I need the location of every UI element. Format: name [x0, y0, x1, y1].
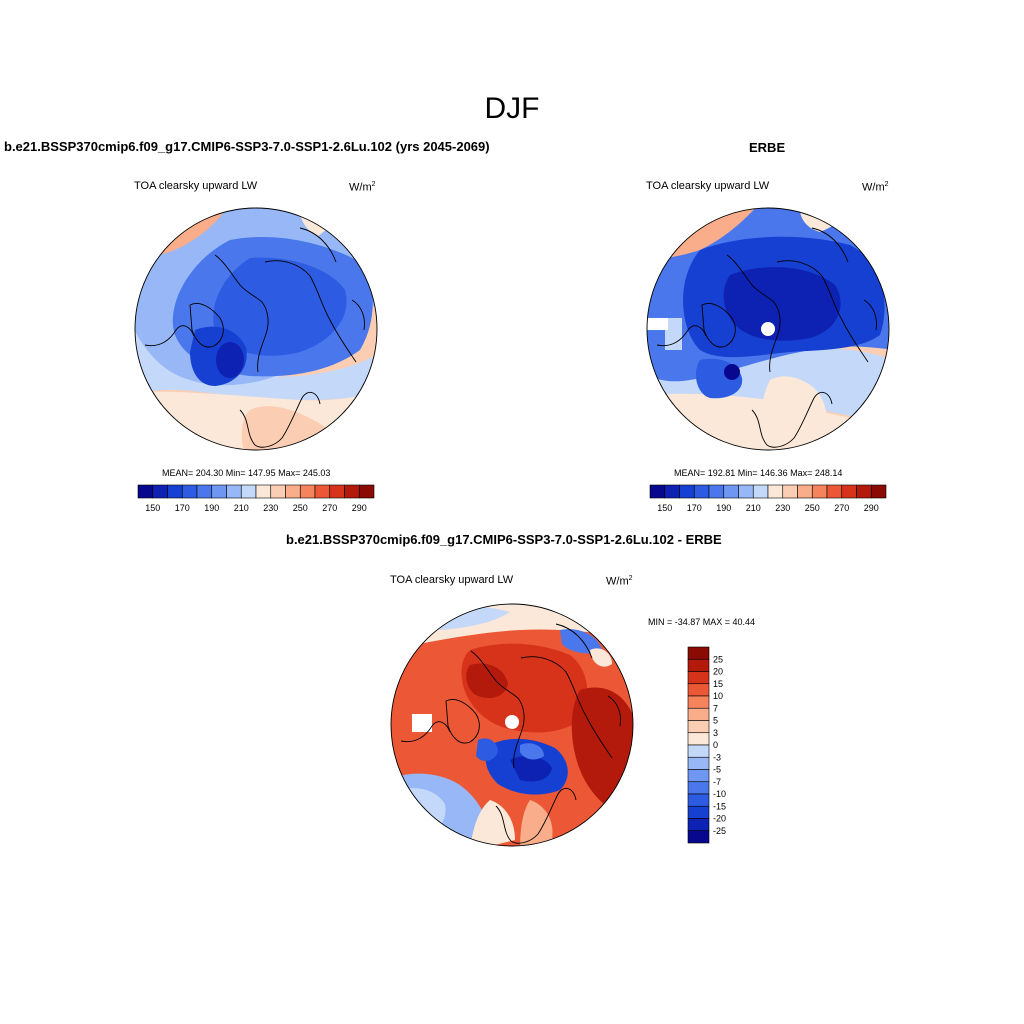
panel-a-colorbar-tick-label: 190	[204, 503, 219, 513]
panel-a-variable-label: TOA clearsky upward LW	[134, 180, 258, 192]
panel-c-colorbar-box	[687, 707, 710, 721]
panel-b-polar-map	[646, 207, 890, 451]
panel-b-variable-label: TOA clearsky upward LW	[646, 180, 770, 192]
panel-c-colorbar-tick-label: 20	[713, 667, 723, 677]
panel-b-colorbar-box	[738, 484, 754, 499]
panel-a-colorbar-box	[137, 484, 154, 499]
panel-b-colorbar-tick-label: 190	[716, 503, 731, 513]
panel-c-colorbar-tick-label: -7	[713, 777, 721, 787]
panel-c-units: W/m2	[606, 575, 633, 588]
panel-a-polar-map	[134, 207, 378, 451]
panel-a-colorbar-tick-label: 170	[175, 503, 190, 513]
panel-b-colorbar-box	[826, 484, 843, 499]
panel-c-colorbar-tick-label: -5	[713, 765, 721, 775]
panel-c-colorbar-box	[687, 805, 710, 819]
panel-c-colorbar-box	[687, 658, 710, 672]
panel-c-title: b.e21.BSSP370cmip6.f09_g17.CMIP6-SSP3-7.…	[286, 532, 722, 547]
panel-b-stats: MEAN= 192.81 Min= 146.36 Max= 248.14	[674, 468, 843, 478]
panel-a-colorbar-tick-label: 150	[145, 503, 160, 513]
panel-c-colorbar-tick-label: -20	[713, 814, 726, 824]
panel-a-colorbar-tick-label: 230	[263, 503, 278, 513]
panel-c-colorbar-tick-label: 7	[713, 703, 718, 713]
panel-a-colorbar-tick-label: 290	[352, 503, 367, 513]
panel-b-colorbar-tick-label: 250	[805, 503, 820, 513]
panel-a-colorbar-box	[358, 484, 375, 499]
panel-b-units: W/m2	[862, 181, 889, 194]
panel-c-colorbar-tick-label: 10	[713, 691, 723, 701]
panel-c-colorbar-box	[687, 756, 710, 770]
figure-season-title: DJF	[484, 92, 540, 125]
panel-b-colorbar-box	[752, 484, 769, 499]
panel-a-colorbar-tick-label: 250	[293, 503, 308, 513]
panel-c-colorbar-box	[687, 781, 710, 795]
panel-a-colorbar-box	[344, 484, 360, 499]
panel-b-colorbar-box	[708, 484, 725, 499]
panel-a-colorbar-box	[255, 484, 272, 499]
panel-a-stats: MEAN= 204.30 Min= 147.95 Max= 245.03	[162, 468, 331, 478]
panel-b-colorbar-tick-label: 150	[657, 503, 672, 513]
panel-c-variable-label: TOA clearsky upward LW	[390, 574, 514, 586]
panel-b-colorbar-box	[811, 484, 828, 499]
panel-b-colorbar-tick-label: 270	[834, 503, 849, 513]
panel-b-colorbar-tick-label: 210	[746, 503, 761, 513]
panel-b-colorbar-box	[782, 484, 798, 499]
panel-a-colorbar-tick-label: 270	[322, 503, 337, 513]
panel-c-colorbar-box	[687, 732, 710, 746]
panel-c-colorbar-box	[687, 818, 710, 832]
panel-c-colorbar-tick-label: 25	[713, 654, 723, 664]
panel-c-stats: MIN = -34.87 MAX = 40.44	[648, 617, 756, 627]
panel-b-colorbar-box	[679, 484, 695, 499]
panel-b-colorbar-box	[649, 484, 666, 499]
panel-c-colorbar-tick-label: 15	[713, 679, 723, 689]
panel-b-colorbar-box	[664, 484, 680, 499]
panel-c-colorbar-box	[687, 793, 710, 807]
panel-c-colorbar-tick-label: 5	[713, 716, 718, 726]
panel-a-colorbar-box	[270, 484, 286, 499]
panel-a-colorbar-box	[226, 484, 242, 499]
panel-a-title: b.e21.BSSP370cmip6.f09_g17.CMIP6-SSP3-7.…	[4, 139, 490, 154]
panel-b-colorbar-box	[856, 484, 872, 499]
panel-a-colorbar-box	[196, 484, 213, 499]
panel-c-colorbar-box	[687, 683, 710, 697]
panel-c-colorbar-box	[687, 744, 710, 758]
panel-b-colorbar-box	[870, 484, 887, 499]
panel-a-colorbar-box	[299, 484, 316, 499]
panel-c-colorbar-tick-label: 3	[713, 728, 718, 738]
panel-b-colorbar: 150 170 190 210 230 250 270 290	[649, 484, 887, 513]
panel-a-colorbar: 150 170 190 210 230 250 270 290	[137, 484, 375, 513]
panel-a-colorbar-box	[240, 484, 257, 499]
panel-c-colorbar-tick-label: -15	[713, 801, 726, 811]
panel-c-colorbar-box	[687, 646, 710, 660]
panel-b-colorbar-box	[797, 484, 813, 499]
panel-a-colorbar-box	[167, 484, 183, 499]
panel-c-colorbar-box	[687, 671, 710, 685]
panel-c-colorbar-box	[687, 830, 710, 844]
panel-a-colorbar-box	[314, 484, 331, 499]
panel-b-colorbar-box	[841, 484, 857, 499]
panel-c-colorbar: 25 20 15 10 7 5 3 0 -3 -5 -7 -10 -15 -20 -25	[687, 646, 726, 844]
panel-c-colorbar-box	[687, 720, 710, 734]
panel-c-colorbar-tick-label: 0	[713, 740, 718, 750]
panel-b-colorbar-box	[693, 484, 710, 499]
panel-c-colorbar-box	[687, 769, 710, 783]
panel-b-colorbar-tick-label: 290	[864, 503, 879, 513]
panel-b-colorbar-box	[767, 484, 784, 499]
panel-a-colorbar-box	[181, 484, 198, 499]
panel-b-colorbar-box	[723, 484, 739, 499]
panel-a-colorbar-box	[211, 484, 227, 499]
panel-b-colorbar-tick-label: 230	[775, 503, 790, 513]
panel-c-polar-map	[390, 603, 634, 847]
panel-a-colorbar-tick-label: 210	[234, 503, 249, 513]
panel-c-colorbar-tick-label: -10	[713, 789, 726, 799]
panel-c-colorbar-box	[687, 695, 710, 709]
panel-a-colorbar-box	[329, 484, 345, 499]
panel-b-colorbar-tick-label: 170	[687, 503, 702, 513]
panel-a-colorbar-box	[285, 484, 301, 499]
panel-c-colorbar-tick-label: -3	[713, 752, 721, 762]
panel-a-colorbar-box	[152, 484, 168, 499]
panel-c-colorbar-tick-label: -25	[713, 826, 726, 836]
panel-b-title: ERBE	[749, 140, 786, 155]
panel-a-units: W/m2	[349, 181, 376, 194]
